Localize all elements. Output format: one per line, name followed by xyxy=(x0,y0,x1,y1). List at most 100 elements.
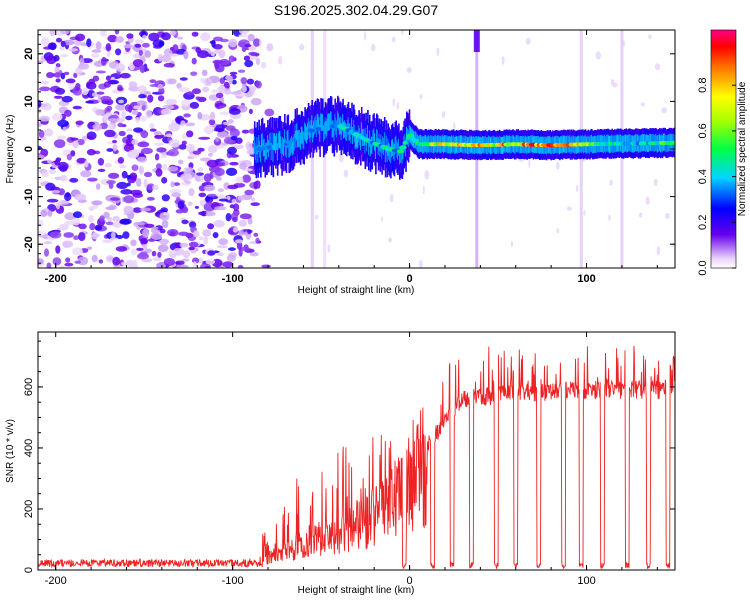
noise-blob xyxy=(145,109,153,119)
noise-blob xyxy=(239,213,252,220)
noise-blob xyxy=(218,198,229,202)
noise-blob xyxy=(106,180,116,185)
noise-blob xyxy=(149,79,157,84)
noise-blob xyxy=(182,250,191,258)
noise-blob xyxy=(110,197,120,201)
noise-blob xyxy=(115,63,126,72)
noise-blob xyxy=(51,190,61,194)
noise-blob xyxy=(108,118,119,123)
noise-blob xyxy=(108,172,120,179)
noise-blob xyxy=(49,30,56,37)
noise-blob xyxy=(198,136,211,140)
noise-blob xyxy=(165,98,178,106)
snr-x-axis-title: Height of straight line (km) xyxy=(298,585,415,596)
track-body xyxy=(389,144,391,162)
noise-blob xyxy=(47,204,57,212)
noise-blob xyxy=(178,144,187,150)
faint-blob xyxy=(640,102,645,107)
noise-blob xyxy=(86,38,92,48)
track-body xyxy=(323,122,326,140)
noise-blob xyxy=(40,37,50,46)
noise-blob xyxy=(62,126,67,132)
x-tick-label: -200 xyxy=(45,273,67,285)
noise-blob xyxy=(54,159,61,166)
noise-blob xyxy=(170,181,175,188)
track-body xyxy=(256,137,259,155)
noise-blob xyxy=(59,200,70,205)
noise-blob xyxy=(228,247,236,251)
noise-blob xyxy=(135,117,141,123)
noise-blob xyxy=(187,233,194,238)
noise-blob xyxy=(39,86,51,92)
noise-blob xyxy=(244,60,254,68)
noise-blob xyxy=(216,176,222,181)
noise-blob xyxy=(179,77,188,81)
faint-blob xyxy=(406,67,412,73)
noise-blob xyxy=(177,36,183,40)
track-body xyxy=(321,114,323,132)
noise-blob xyxy=(101,56,107,66)
snr-y-axis-title: SNR (10 * v/v) xyxy=(5,419,16,483)
noise-blob xyxy=(215,137,220,142)
noise-blob xyxy=(251,197,256,202)
noise-blob xyxy=(168,53,179,57)
noise-blob xyxy=(115,48,122,56)
noise-blob xyxy=(186,167,194,173)
noise-blob xyxy=(232,216,238,223)
noise-blob xyxy=(172,247,185,256)
track-body xyxy=(320,113,322,131)
noise-blob xyxy=(139,207,152,212)
noise-blob xyxy=(205,259,216,265)
noise-blob xyxy=(225,213,232,222)
noise-blob xyxy=(50,186,61,191)
noise-blob xyxy=(139,64,146,73)
track-body xyxy=(385,135,388,153)
noise-blob xyxy=(133,105,143,110)
noise-blob xyxy=(243,55,250,61)
faint-blob xyxy=(422,185,425,195)
noise-blob xyxy=(185,122,196,127)
noise-blob xyxy=(186,143,195,152)
noise-blob xyxy=(66,153,73,161)
noise-blob xyxy=(241,46,247,52)
noise-blob xyxy=(51,113,63,121)
track-body xyxy=(284,138,287,156)
noise-blob xyxy=(247,217,253,225)
noise-blob xyxy=(105,43,112,52)
noise-blob xyxy=(228,76,233,85)
noise-blob xyxy=(54,87,66,95)
noise-blob xyxy=(68,48,78,52)
noise-blob xyxy=(60,30,70,35)
noise-blob xyxy=(120,189,133,195)
track-body xyxy=(268,134,271,152)
noise-blob xyxy=(238,219,247,227)
faint-blob xyxy=(664,213,671,219)
noise-blob xyxy=(126,128,133,132)
faint-blob xyxy=(396,102,400,110)
noise-blob xyxy=(91,200,103,206)
noise-blob xyxy=(128,263,139,268)
track-core xyxy=(255,147,263,151)
noise-blob xyxy=(106,50,111,57)
noise-blob xyxy=(38,122,43,127)
track-body xyxy=(326,118,328,136)
track-body xyxy=(391,138,394,156)
noise-blob xyxy=(78,232,86,242)
noise-blob xyxy=(78,223,87,230)
noise-blob xyxy=(253,232,259,237)
faint-blob xyxy=(278,55,283,65)
noise-blob xyxy=(88,215,95,223)
noise-blob xyxy=(112,144,118,152)
noise-blob xyxy=(176,82,182,89)
track-body xyxy=(294,124,297,142)
faint-blob xyxy=(436,47,440,56)
noise-blob xyxy=(57,161,69,171)
noise-blob xyxy=(161,32,171,41)
noise-blob xyxy=(105,75,112,81)
noise-blob xyxy=(91,53,100,58)
noise-blob xyxy=(181,219,189,225)
noise-blob xyxy=(38,115,51,122)
noise-blob xyxy=(204,211,216,217)
noise-blob xyxy=(173,182,181,186)
